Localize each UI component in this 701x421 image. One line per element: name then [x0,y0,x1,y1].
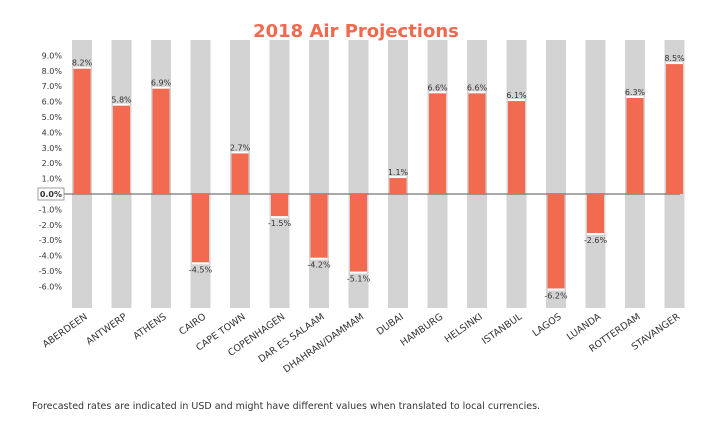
bar-cap [271,216,288,219]
bar-cap [587,233,604,236]
y-tick-label: 9.0% [42,51,63,60]
y-tick-label: -3.0% [39,236,63,245]
data-label: 6.6% [467,83,488,92]
category-label: DAR ES SALAAM [257,311,327,365]
data-label: 5.8% [111,96,132,105]
data-label: 2.7% [230,143,251,152]
bar-cap [152,86,170,89]
y-tick-label: -4.0% [39,252,63,261]
data-labels: 8.2% 5.8% 6.9% -4.5% 2.7% -1.5% -4.2% -5.1% 1.1%… [72,54,685,300]
bars [73,62,683,291]
bar [547,194,565,290]
bar [587,194,604,235]
category-label: DUBAI [375,311,406,337]
bar [192,194,209,264]
y-tick-label: 5.0% [42,113,63,122]
data-label: -4.2% [307,261,331,270]
data-label: 8.2% [72,59,93,68]
bar [350,194,367,273]
category-label: ABERDEEN [41,311,90,350]
bar-cap [350,271,367,274]
zero-label-box [37,187,65,201]
bar [626,96,644,194]
category-label: HAMBURG [399,311,446,348]
data-label: 6.3% [625,88,646,97]
data-label: -1.5% [268,219,292,228]
category-label: CAIRO [177,311,208,337]
bar [152,87,170,194]
background-column [388,40,408,308]
bar [389,177,407,194]
bar-cap [508,99,525,102]
y-tick-label: 8.0% [42,67,63,76]
y-tick-label: 2.0% [42,159,63,168]
y-axis: 9.0% 8.0% 7.0% 6.0% 5.0% 4.0% 3.0% 2.0% 1.0% 0.0%… [39,51,63,291]
bar [508,100,525,194]
data-label: 1.1% [388,168,409,177]
background-column [585,40,606,308]
y-tick-label: -2.0% [39,221,63,230]
y-tick-label: -1.0% [39,205,63,214]
data-label: 6.1% [506,91,527,100]
bar [113,104,130,194]
data-label: -5.1% [347,275,371,284]
bar [73,67,91,194]
data-label: -2.6% [584,236,608,245]
bar-cap [192,262,209,265]
bar [468,92,486,194]
bar [310,194,328,259]
bar-cap [73,66,91,69]
y-tick-label: 7.0% [42,82,63,91]
category-label: ISTANBUL [480,311,525,347]
y-tick-label: 6.0% [42,98,63,107]
bar-cap [468,91,486,94]
data-label: 6.6% [427,83,448,92]
y-tick-label: -5.0% [39,267,63,276]
bar-cap [626,95,644,98]
category-label: LAGOS [531,311,564,339]
bar [271,194,288,218]
footnote: Forecasted rates are indicated in USD an… [32,401,541,412]
y-tick-label: 0.0% [40,190,62,199]
y-tick-label: 3.0% [42,144,63,153]
chart-title: 2018 Air Projections [253,21,459,42]
bar-cap [389,176,407,179]
data-label: 6.9% [151,79,172,88]
bar [666,63,683,194]
category-label: ANTWERP [84,311,129,347]
bar-cap [231,151,249,154]
bar-cap [547,288,565,291]
data-label: -4.5% [189,265,213,274]
bar [429,92,446,194]
background-column [269,40,290,308]
category-label: HELSINKI [443,311,485,345]
bar-cap [429,91,446,94]
y-tick-label: -6.0% [39,282,63,291]
bar-cap [113,103,130,106]
bar [231,152,249,194]
bar-cap [310,257,328,260]
y-tick-label: 1.0% [42,175,63,184]
y-tick-label: 4.0% [42,128,63,137]
data-label: 8.5% [664,54,685,63]
bar-cap [666,62,683,65]
category-label: ATHENS [131,311,168,342]
data-label: -6.2% [544,291,568,300]
